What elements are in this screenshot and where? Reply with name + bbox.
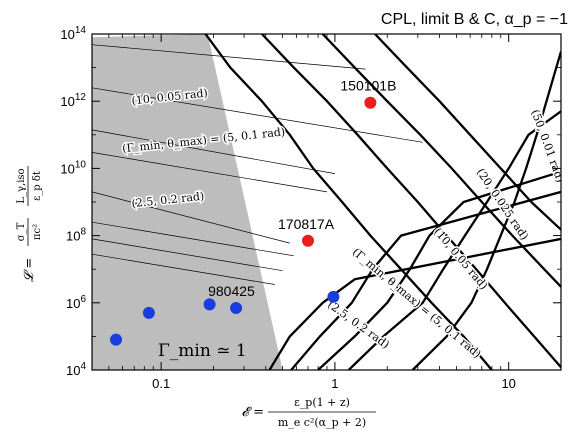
y-label-f1-den: πc² [32, 224, 43, 240]
data-points-group [110, 96, 377, 346]
thin-line-2 [92, 129, 335, 174]
x-tick-label-3: 10 [501, 376, 515, 391]
x-axis-label: 𝓔 = ε_p(1 + z) m_e c²(α_p + 2) [242, 396, 376, 429]
thick-curve-3 [317, 170, 561, 370]
y-label-f2-den: ε_p δt [32, 171, 43, 201]
y-axis-label: 𝓛 = σ_T πc² L_γ,iso ε_p δt [16, 166, 43, 282]
shaded-region-label: Γ_min ≃ 1 [158, 341, 247, 361]
blue-point-1 [230, 302, 243, 315]
thin-line-4 [92, 44, 366, 70]
curve-label-6: (10, 0.05 rad) [431, 225, 490, 292]
red-point-2 [302, 234, 315, 247]
point-labels-group: 150101B 170817A 980425 [208, 78, 396, 299]
x-tick-label-1: 0.1 [152, 376, 170, 391]
chart-title: CPL, limit B & C, α_p = −1 [381, 11, 568, 28]
thin-line-8 [92, 253, 275, 285]
thin-line-5 [92, 152, 328, 193]
red-point-label-1: 150101B [340, 78, 396, 94]
y-tick-label-3: 108 [66, 227, 86, 244]
x-label-num: ε_p(1 + z) [294, 396, 350, 409]
x-label-lhs: 𝓔 = [242, 405, 264, 420]
blue-point-4 [203, 298, 216, 311]
thick-curves-group [204, 34, 561, 370]
red-point-1 [364, 96, 377, 109]
thick-curve-9 [374, 34, 561, 231]
y-tick-label-4: 1010 [60, 159, 86, 176]
y-tick-label-6: 1014 [60, 25, 86, 42]
x-label-den: m_e c²(α_p + 2) [278, 416, 366, 429]
thick-curve-6 [204, 34, 493, 370]
y-label-lhs: 𝓛 = [22, 258, 37, 282]
thin-line-3 [92, 191, 290, 244]
curve-label-8: (2.5, 0.2 rad) [325, 298, 392, 351]
thick-curve-8 [321, 34, 561, 288]
thick-curve-4 [347, 110, 561, 370]
y-tick-label-1: 104 [66, 361, 86, 378]
blue-point-2 [110, 333, 123, 346]
y-label-f1-num: σ_T [16, 222, 27, 241]
thin-line-7 [92, 238, 283, 272]
thin-line-6 [92, 221, 294, 257]
thin-line-1 [92, 87, 423, 143]
thick-curve-7 [261, 34, 561, 369]
blue-point-5 [327, 290, 340, 303]
x-tick-label-2: 1 [331, 376, 338, 391]
y-tick-label-5: 1012 [60, 92, 86, 109]
thick-curve-1 [268, 237, 561, 370]
blue-point-label-1: 980425 [208, 283, 255, 299]
thin-lines-group [92, 44, 423, 285]
thick-curve-5 [411, 51, 561, 370]
thick-curve-2 [290, 190, 561, 370]
gamma-min-shaded-region [92, 34, 283, 370]
y-label-f2-num: L_γ,iso [16, 168, 27, 203]
blue-point-3 [142, 306, 155, 319]
axis-ticks-group: 0.1 1 10 104 106 108 1010 1012 1014 [60, 25, 562, 391]
red-point-label-2: 170817A [278, 216, 335, 232]
y-tick-label-2: 106 [66, 294, 86, 311]
